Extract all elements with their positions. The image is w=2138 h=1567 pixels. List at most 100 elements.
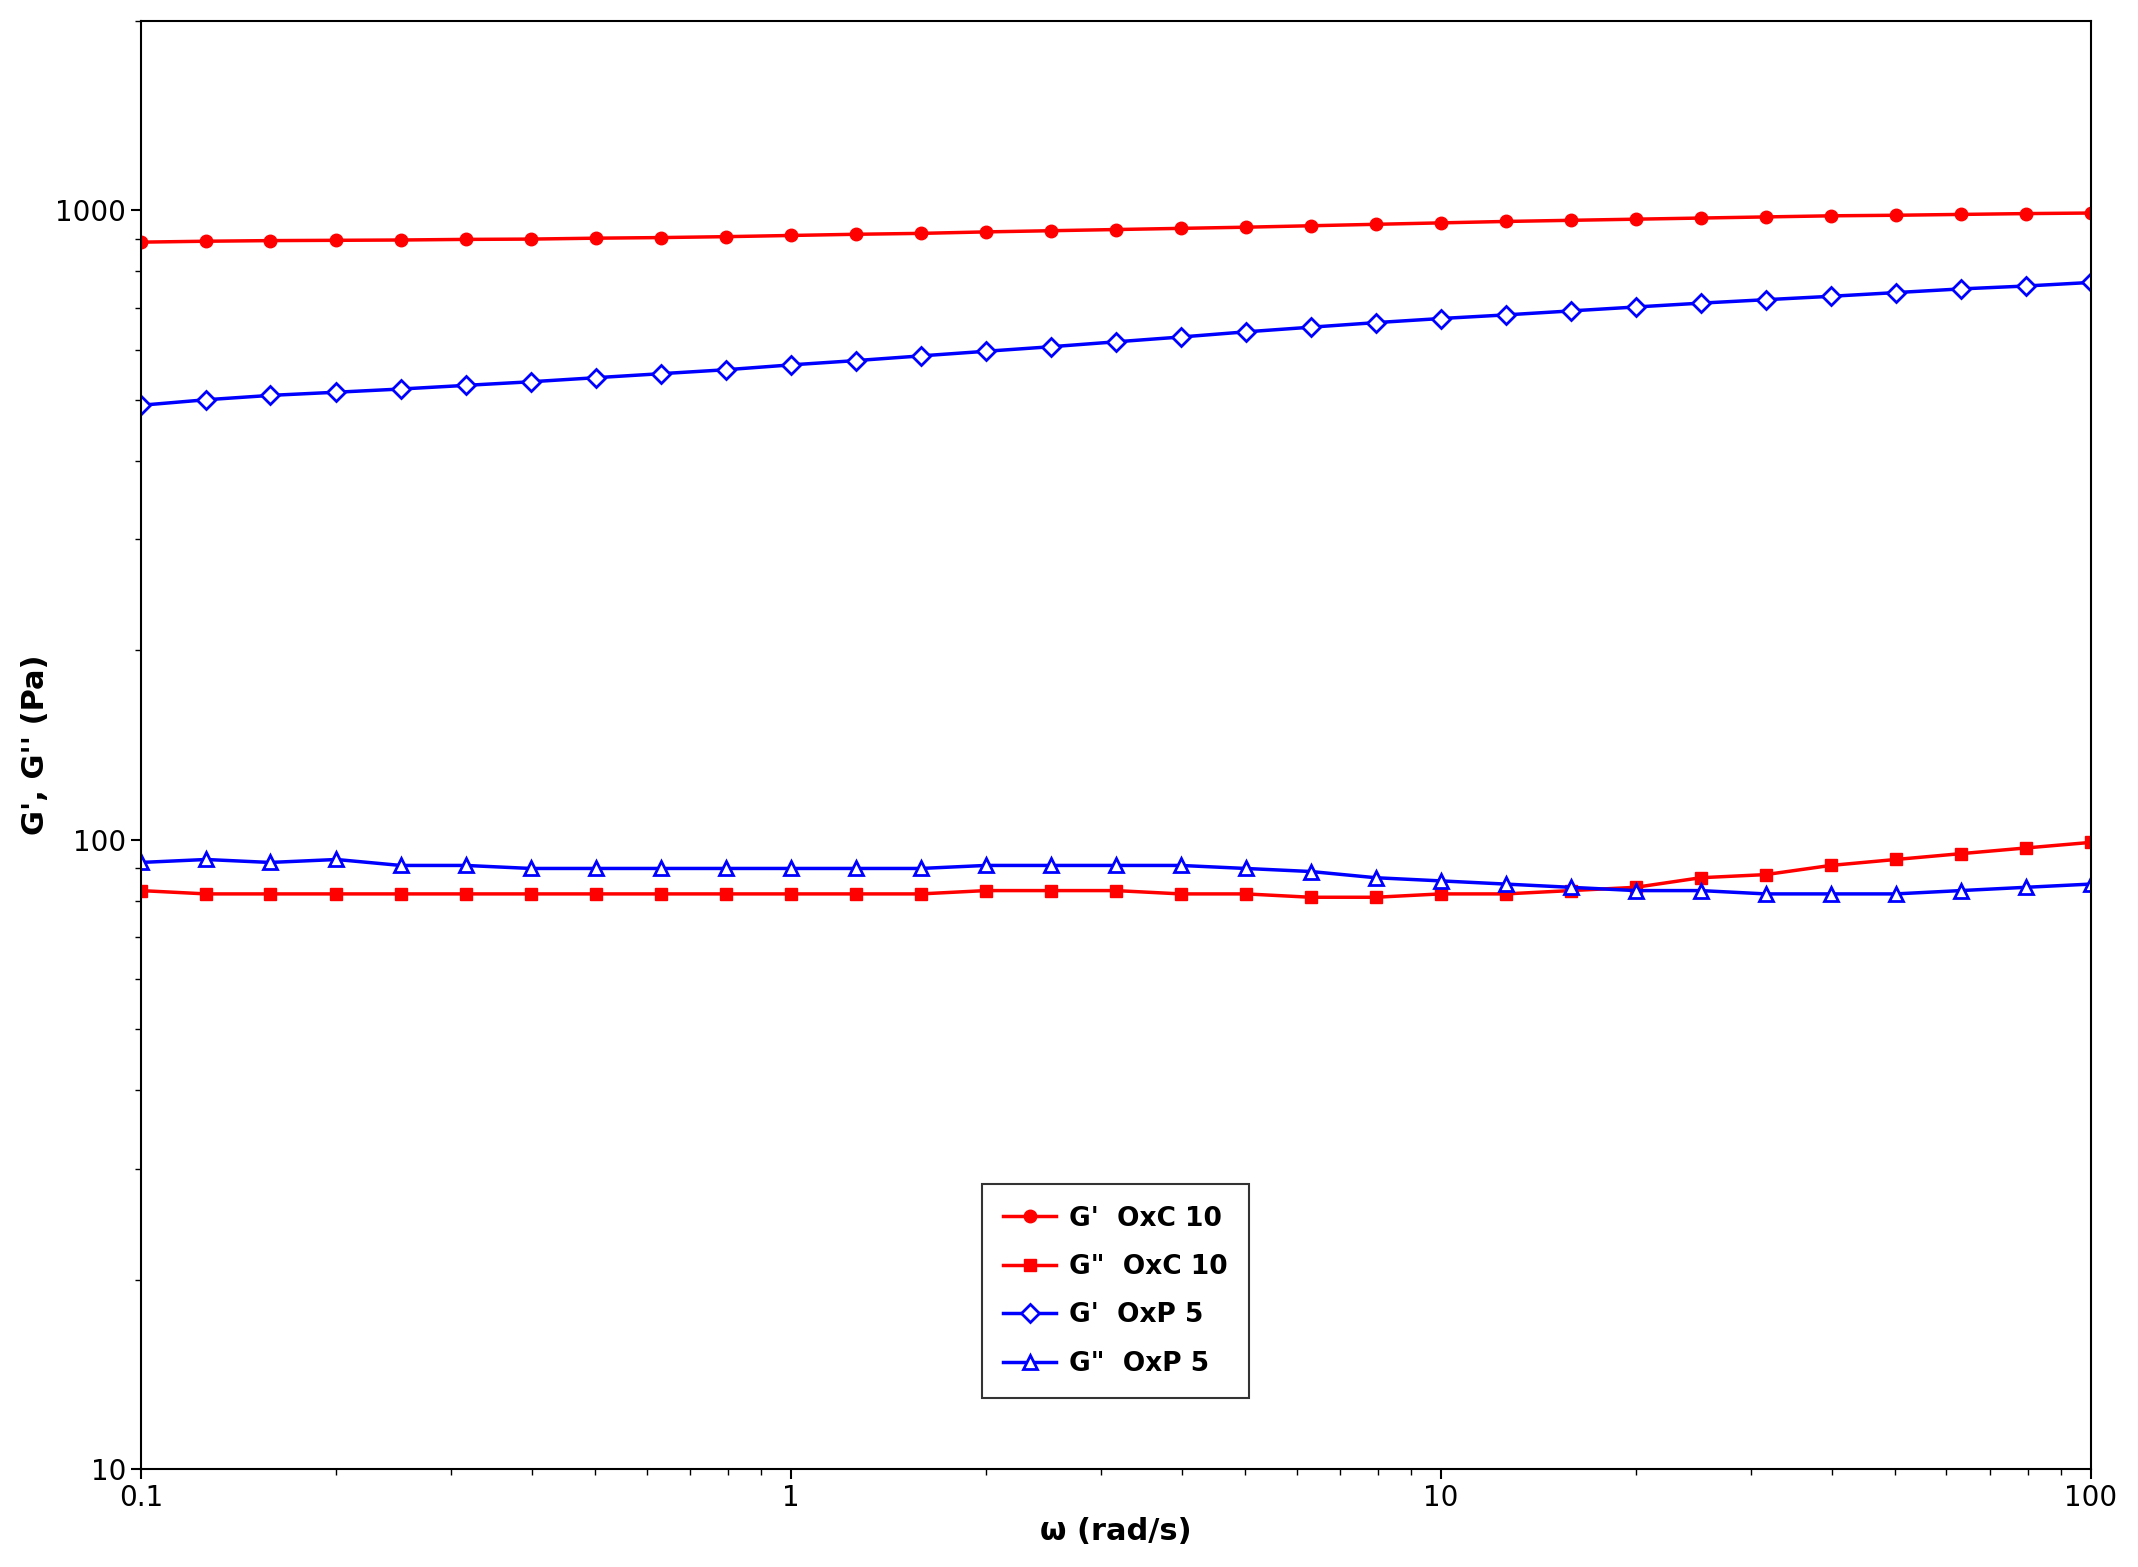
G'  OxP 5 — [1167, 328, 1193, 346]
G'  OxP 5 — [1492, 306, 1518, 324]
G"  OxP 5 — [1037, 856, 1063, 874]
G"  OxP 5 — [323, 849, 348, 868]
G'  OxP 5 — [2012, 277, 2038, 296]
G'  OxP 5 — [192, 390, 218, 409]
G"  OxP 5 — [584, 859, 609, 878]
G'  OxP 5 — [1817, 287, 1843, 306]
G'  OxP 5 — [2078, 273, 2104, 291]
G'  OxC 10 — [842, 226, 868, 244]
G"  OxP 5 — [387, 856, 413, 874]
G'  OxP 5 — [1362, 313, 1388, 332]
G"  OxP 5 — [778, 859, 804, 878]
G"  OxP 5 — [2078, 874, 2104, 893]
G'  OxC 10 — [1623, 210, 1648, 229]
G"  OxC 10 — [909, 884, 934, 903]
G"  OxC 10 — [648, 884, 673, 903]
G'  OxC 10 — [257, 232, 282, 251]
G"  OxP 5 — [517, 859, 543, 878]
G'  OxP 5 — [1623, 298, 1648, 317]
G"  OxP 5 — [1753, 884, 1779, 903]
G"  OxC 10 — [1428, 884, 1454, 903]
G'  OxP 5 — [1753, 290, 1779, 309]
G'  OxP 5 — [1884, 284, 1909, 302]
G'  OxP 5 — [778, 356, 804, 375]
G"  OxC 10 — [192, 884, 218, 903]
G"  OxC 10 — [842, 884, 868, 903]
G"  OxP 5 — [1948, 881, 1973, 899]
G'  OxC 10 — [517, 230, 543, 249]
G"  OxP 5 — [453, 856, 479, 874]
G'  OxC 10 — [778, 226, 804, 244]
G'  OxP 5 — [1234, 323, 1259, 342]
G'  OxP 5 — [1298, 318, 1323, 337]
G"  OxP 5 — [1884, 884, 1909, 903]
G"  OxP 5 — [1167, 856, 1193, 874]
G"  OxP 5 — [973, 856, 998, 874]
G"  OxC 10 — [2012, 838, 2038, 857]
G"  OxP 5 — [712, 859, 738, 878]
G'  OxP 5 — [517, 373, 543, 392]
G'  OxP 5 — [1103, 332, 1129, 351]
G'  OxC 10 — [323, 230, 348, 249]
G"  OxC 10 — [584, 884, 609, 903]
G"  OxP 5 — [1559, 878, 1584, 896]
G'  OxP 5 — [584, 368, 609, 387]
G"  OxP 5 — [128, 852, 154, 871]
G'  OxC 10 — [1234, 218, 1259, 237]
G"  OxC 10 — [517, 884, 543, 903]
Y-axis label: G', G'' (Pa): G', G'' (Pa) — [21, 655, 49, 835]
G"  OxP 5 — [1234, 859, 1259, 878]
G"  OxC 10 — [973, 881, 998, 899]
G"  OxC 10 — [1234, 884, 1259, 903]
G'  OxP 5 — [1559, 301, 1584, 320]
G'  OxP 5 — [1687, 293, 1713, 312]
G'  OxP 5 — [1428, 309, 1454, 328]
Line: G"  OxC 10: G" OxC 10 — [135, 837, 2097, 904]
Legend: G'  OxC 10, G"  OxC 10, G'  OxP 5, G"  OxP 5: G' OxC 10, G" OxC 10, G' OxP 5, G" OxP 5 — [981, 1185, 1249, 1398]
G"  OxP 5 — [1298, 862, 1323, 881]
G"  OxP 5 — [909, 859, 934, 878]
G'  OxP 5 — [973, 342, 998, 360]
G'  OxC 10 — [1492, 212, 1518, 230]
G"  OxC 10 — [1167, 884, 1193, 903]
G"  OxP 5 — [1623, 881, 1648, 899]
Line: G"  OxP 5: G" OxP 5 — [135, 852, 2097, 901]
G"  OxP 5 — [648, 859, 673, 878]
G'  OxC 10 — [1948, 205, 1973, 224]
G'  OxC 10 — [192, 232, 218, 251]
G"  OxC 10 — [712, 884, 738, 903]
G'  OxP 5 — [257, 385, 282, 404]
G"  OxP 5 — [1362, 868, 1388, 887]
G'  OxC 10 — [1817, 207, 1843, 226]
G'  OxC 10 — [1167, 219, 1193, 238]
G"  OxC 10 — [1298, 888, 1323, 907]
G'  OxC 10 — [1884, 205, 1909, 224]
G'  OxC 10 — [648, 229, 673, 248]
G'  OxC 10 — [1687, 208, 1713, 227]
G"  OxC 10 — [1753, 865, 1779, 884]
G'  OxC 10 — [909, 224, 934, 243]
G"  OxC 10 — [1362, 888, 1388, 907]
G"  OxP 5 — [1817, 884, 1843, 903]
G'  OxC 10 — [584, 229, 609, 248]
G"  OxC 10 — [1884, 849, 1909, 868]
X-axis label: ω (rad/s): ω (rad/s) — [1039, 1517, 1191, 1547]
G"  OxP 5 — [842, 859, 868, 878]
G'  OxP 5 — [648, 364, 673, 382]
G'  OxC 10 — [1103, 219, 1129, 238]
G"  OxC 10 — [257, 884, 282, 903]
G"  OxC 10 — [1559, 881, 1584, 899]
G"  OxC 10 — [128, 881, 154, 899]
G"  OxC 10 — [1817, 856, 1843, 874]
G"  OxP 5 — [1103, 856, 1129, 874]
G'  OxP 5 — [387, 379, 413, 398]
G"  OxC 10 — [387, 884, 413, 903]
G'  OxC 10 — [712, 227, 738, 246]
G"  OxP 5 — [1492, 874, 1518, 893]
G'  OxC 10 — [128, 233, 154, 252]
G'  OxP 5 — [1037, 337, 1063, 356]
G"  OxP 5 — [1428, 871, 1454, 890]
Line: G'  OxP 5: G' OxP 5 — [135, 276, 2097, 412]
G"  OxC 10 — [1948, 845, 1973, 863]
G"  OxC 10 — [1492, 884, 1518, 903]
